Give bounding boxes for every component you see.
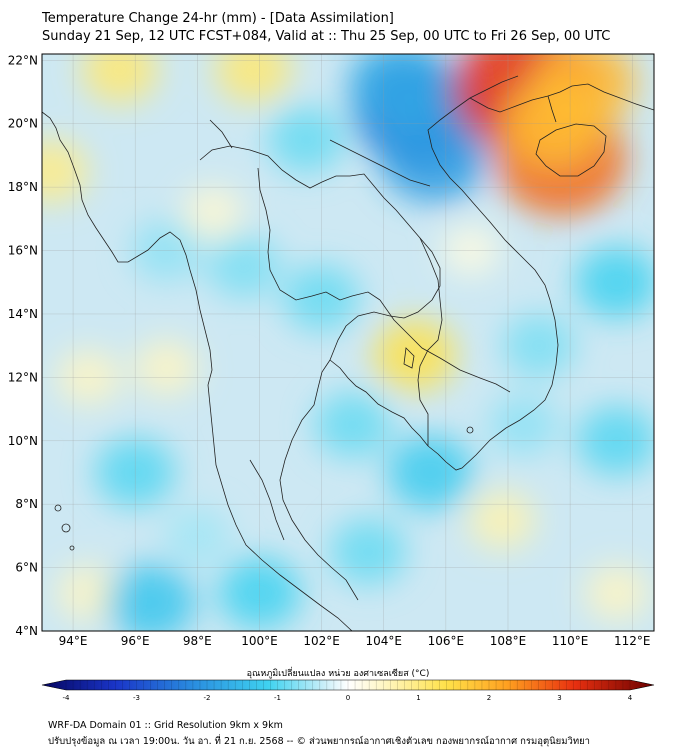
- colorbar-tick-label: -2: [204, 694, 211, 702]
- field-anomaly-2: [348, 54, 451, 131]
- lat-label: 10°N: [8, 434, 38, 448]
- latitude-labels: 4°N 6°N 8°N 10°N 12°N 14°N 16°N 18°N 20°N 22°N: [8, 53, 38, 638]
- lat-label: 4°N: [15, 624, 38, 638]
- field-anomaly-11: [182, 186, 243, 239]
- lat-label: 16°N: [8, 244, 38, 258]
- lat-label: 14°N: [8, 307, 38, 321]
- field-anomaly-15: [468, 491, 536, 550]
- lat-label: 6°N: [15, 561, 38, 575]
- field-anomaly-18: [106, 563, 196, 631]
- field-anomaly-16: [584, 565, 649, 621]
- lat-label: 22°N: [8, 53, 38, 67]
- model-info: WRF-DA Domain 01 :: Grid Resolution 9km …: [48, 720, 283, 731]
- longitude-labels: 94°E 96°E 98°E 100°E 102°E 104°E 106°E 108°E 110…: [59, 634, 651, 648]
- lat-label: 18°N: [8, 180, 38, 194]
- colorbar-tick-label: 0: [346, 694, 350, 702]
- lon-label: 104°E: [365, 634, 402, 648]
- graticule: [42, 54, 654, 631]
- field-anomaly-28: [267, 106, 345, 173]
- colorbar-tick-label: -1: [274, 694, 281, 702]
- field-anomaly-8: [215, 54, 292, 104]
- colorbar-tick-label: 3: [557, 694, 561, 702]
- lon-label: 112°E: [614, 634, 651, 648]
- lon-label: 100°E: [241, 634, 278, 648]
- lon-label: 94°E: [59, 634, 88, 648]
- field-anomaly-14: [56, 565, 121, 621]
- lon-label: 106°E: [428, 634, 465, 648]
- map-title: Temperature Change 24-hr (mm) - [Data As…: [42, 11, 394, 26]
- lat-label: 20°N: [8, 117, 38, 131]
- field-anomaly-26: [314, 391, 391, 459]
- field-anomaly-30: [330, 518, 407, 585]
- colorbar-title: อุณหภูมิเปลี่ยนแปลง หน่วย องศาเซลเซียส (…: [246, 669, 430, 679]
- field-anomaly-13: [134, 340, 199, 396]
- lon-label: 96°E: [121, 634, 150, 648]
- field-anomaly-21: [575, 246, 654, 319]
- lon-label: 102°E: [303, 634, 340, 648]
- colorbar-tick-label: 4: [628, 694, 633, 702]
- colorbar-tick-label: 1: [416, 694, 420, 702]
- field-anomaly-1: [379, 108, 488, 203]
- colorbar: -4 -3 -2 -1 0 1 2 3 4: [41, 679, 655, 702]
- credit-line: ปรับปรุงข้อมูล ณ เวลา 19:00น. วัน อา. ที…: [48, 736, 590, 747]
- map-subtitle: Sunday 21 Sep, 12 UTC FCST+084, Valid at…: [42, 29, 611, 44]
- lat-label: 12°N: [8, 370, 38, 384]
- lat-label: 8°N: [15, 497, 38, 511]
- coastlines-and-borders: [42, 75, 654, 631]
- lon-label: 108°E: [490, 634, 527, 648]
- colorbar-tick-label: -3: [133, 694, 140, 702]
- field-anomaly-7: [81, 54, 158, 104]
- colorbar-tick-label: 2: [487, 694, 491, 702]
- field-anomaly-27: [502, 313, 576, 378]
- lon-label: 110°E: [552, 634, 589, 648]
- colorbar-tick-label: -4: [63, 694, 71, 702]
- field-anomaly-20: [387, 435, 474, 510]
- map-frame: [41, 53, 655, 632]
- field-anomaly-10: [373, 319, 457, 392]
- lon-label: 98°E: [183, 634, 212, 648]
- field-anomaly-31: [488, 394, 559, 456]
